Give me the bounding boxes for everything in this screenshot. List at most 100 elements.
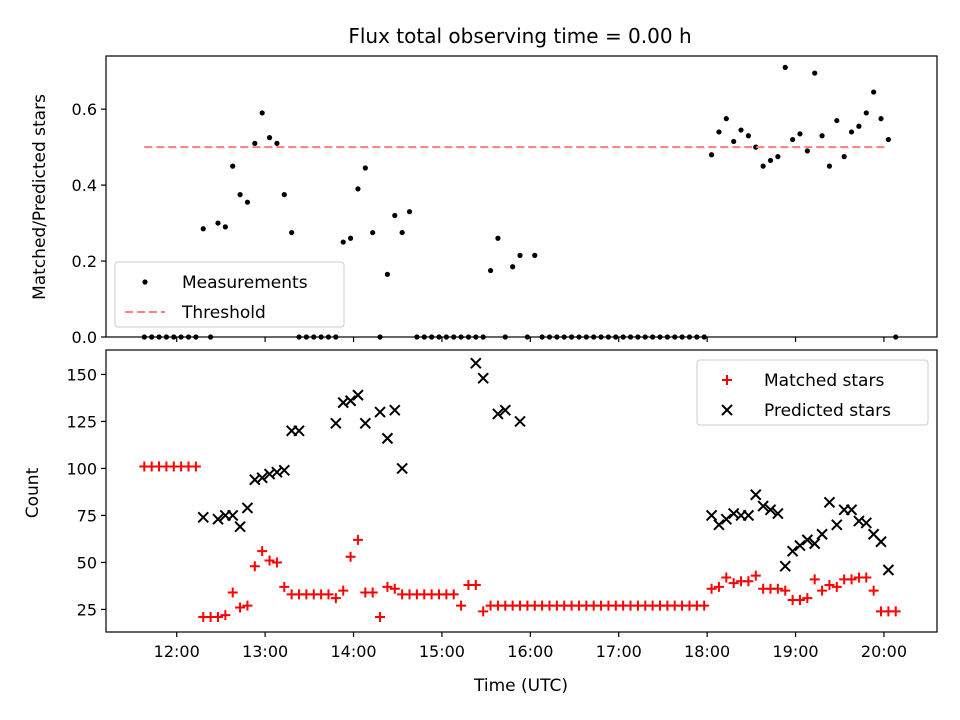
bottom-chart-predicted-point	[831, 519, 843, 531]
top-chart-measurement-point	[826, 163, 833, 169]
bottom-chart-matched-point	[809, 574, 820, 585]
bottom-chart-predicted-point	[374, 406, 386, 418]
bottom-chart-matched-point	[220, 610, 231, 621]
top-chart-legend-label: Measurements	[182, 273, 308, 293]
bottom-chart-predicted-point	[720, 513, 733, 525]
top-chart-y-axis-label: Matched/Predicted stars	[30, 94, 50, 300]
top-chart-plot-area: 0.0 0.2 0.4 0.6 Measurements Threshold	[72, 55, 938, 347]
bottom-chart-matched-point	[456, 600, 467, 611]
top-chart-measurement-point	[392, 212, 398, 219]
top-chart-measurement-point	[760, 163, 766, 169]
top-chart-y-tick-label: 0.0	[72, 328, 97, 347]
bottom-chart-predicted-point	[801, 534, 814, 546]
bottom-chart-predicted-point	[344, 395, 357, 407]
bottom-chart-x-tick-label: 14:00	[330, 642, 376, 661]
bottom-chart-matched-point	[721, 572, 732, 583]
bottom-chart-matched-point	[868, 585, 879, 596]
bottom-chart-predicted-point	[359, 417, 372, 430]
bottom-chart-x-tick-label: 13:00	[242, 642, 288, 661]
bottom-chart-predicted-point	[381, 432, 394, 445]
top-chart-measurement-point	[215, 220, 221, 226]
bottom-chart-predicted-point	[227, 509, 239, 522]
top-chart-legend-label: Threshold	[181, 303, 266, 323]
top-chart-measurement-point	[517, 252, 523, 258]
top-chart-measurement-point	[362, 165, 368, 171]
top-chart-measurement-point	[259, 110, 265, 116]
top-chart-measurement-point	[863, 110, 869, 116]
bottom-chart-x-axis-label: Time (UTC)	[473, 676, 568, 696]
bottom-chart-predicted-point	[794, 539, 806, 552]
top-chart-measurement-point	[797, 131, 803, 137]
bottom-chart-predicted-point	[816, 528, 828, 540]
bottom-chart-legend-label: Matched stars	[764, 371, 884, 391]
bottom-chart-legend: Matched stars Predicted stars	[696, 359, 929, 426]
top-chart-measurement-point	[708, 152, 715, 158]
bottom-chart-x-tick-label: 20:00	[861, 642, 907, 661]
top-chart-measurement-point	[775, 154, 781, 160]
top-chart-measurement-point	[406, 209, 413, 215]
bottom-chart-predicted-point	[772, 507, 784, 520]
top-chart-measurement-point	[237, 192, 243, 198]
top-chart-measurement-point	[384, 271, 391, 277]
bottom-chart-series-matched-stars	[139, 461, 901, 622]
bottom-chart-x-tick-label: 12:00	[154, 642, 200, 661]
bottom-chart-matched-point	[279, 581, 290, 592]
bottom-chart-matched-point	[212, 611, 223, 622]
bottom-chart-matched-point	[794, 595, 805, 606]
top-chart-measurement-point	[848, 129, 855, 135]
top-chart-measurement-point	[731, 138, 737, 145]
top-chart-measurement-point	[753, 144, 759, 150]
top-chart-measurement-point	[252, 140, 258, 146]
top-chart-measurement-point	[340, 239, 346, 245]
bottom-chart-series-predicted-stars	[197, 357, 895, 576]
bottom-chart-plot-area: 25 50 75 100 125 150 12:00 13:00 14:00 15:00 16:00…	[66, 349, 938, 661]
bottom-chart-matched-point	[249, 561, 260, 572]
top-chart-measurement-point	[841, 154, 847, 160]
top-chart-measurement-point	[289, 229, 295, 236]
top-chart-measurement-point	[274, 140, 280, 146]
bottom-chart-predicted-point	[823, 496, 836, 508]
top-chart-measurement-point	[222, 224, 228, 230]
bottom-chart-predicted-point	[256, 472, 268, 484]
bottom-chart-matched-point	[338, 585, 349, 596]
bottom-chart-matched-point	[367, 587, 378, 598]
bottom-chart-matched-point	[323, 589, 334, 600]
bottom-chart-legend-box	[696, 359, 929, 426]
top-chart-measurement-point	[819, 133, 825, 139]
bottom-chart-predicted-point	[330, 417, 342, 430]
bottom-chart-matched-point	[890, 606, 901, 617]
bottom-chart-y-tick-label: 50	[77, 553, 97, 572]
bottom-chart-matched-point	[264, 555, 275, 566]
top-chart-measurement-point	[871, 89, 877, 95]
bottom-chart-y-tick-label: 75	[77, 506, 97, 525]
bottom-chart-predicted-point	[875, 536, 887, 548]
bottom-chart-matched-point	[257, 546, 268, 557]
bottom-chart-matched-point	[375, 611, 386, 622]
top-chart-measurement-point	[347, 235, 354, 241]
top-chart-legend-dot-swatch	[142, 279, 148, 285]
bottom-chart-predicted-point	[241, 502, 254, 514]
top-chart-measurement-point	[230, 163, 236, 169]
bottom-chart-matched-point	[706, 583, 717, 594]
bottom-chart-legend-x-swatch	[721, 404, 733, 416]
top-chart-measurement-point	[487, 267, 494, 274]
bottom-chart-matched-point	[235, 602, 246, 613]
bottom-chart-matched-point	[802, 593, 813, 604]
bottom-chart-matched-point	[330, 593, 341, 604]
bottom-chart-matched-point	[242, 600, 253, 611]
bottom-chart-x-tick-label: 17:00	[596, 642, 642, 661]
top-chart-measurement-point	[495, 235, 501, 241]
bottom-chart-predicted-point	[352, 389, 364, 401]
bottom-chart-predicted-point	[212, 513, 224, 525]
bottom-chart-matched-point	[831, 581, 842, 592]
bottom-chart-matched-point	[448, 589, 459, 600]
top-chart-measurement-point	[790, 136, 796, 143]
bottom-chart-predicted-point	[713, 519, 725, 531]
top-chart-measurement-point	[266, 135, 273, 141]
bottom-chart-legend-label: Predicted stars	[764, 401, 891, 421]
bottom-chart-predicted-point	[477, 372, 489, 384]
bottom-chart-matched-point	[846, 574, 857, 585]
top-chart-measurement-point	[281, 192, 287, 198]
top-chart-measurement-point	[532, 252, 538, 258]
